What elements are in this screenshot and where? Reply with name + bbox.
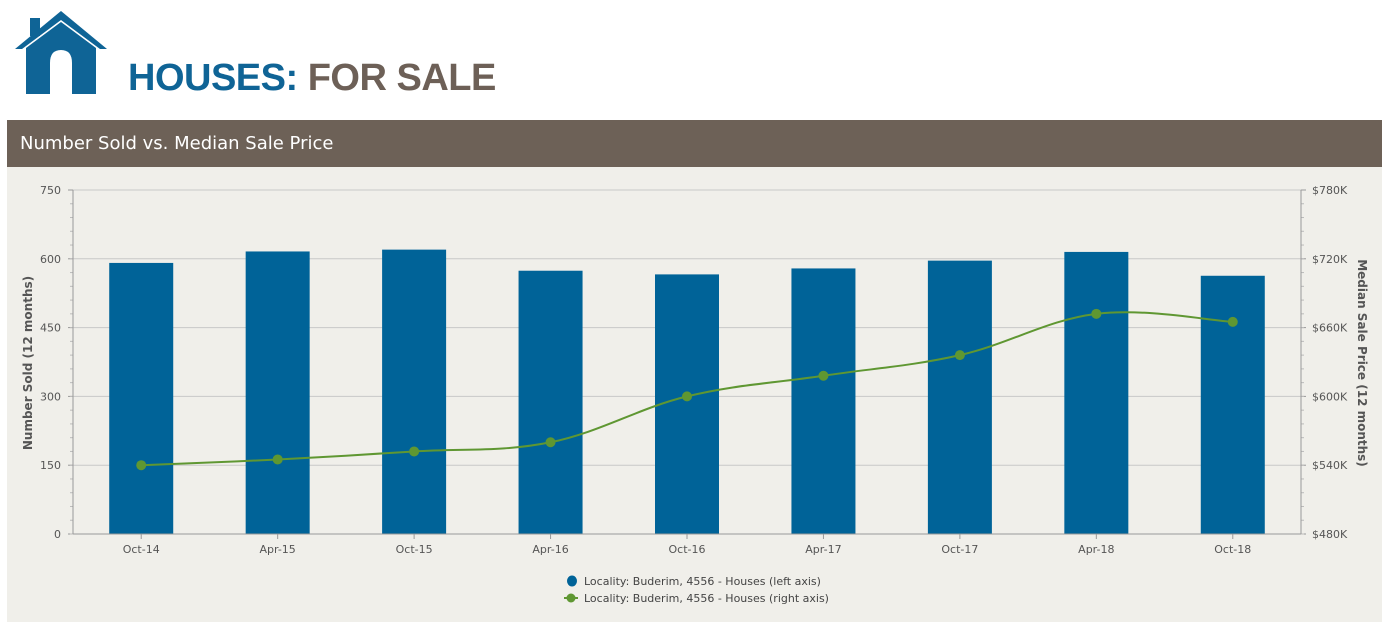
axes: 0 $480K 150 $540K 300 $600K 450 $660K 600 $720K 75…	[40, 184, 1348, 556]
bar	[655, 274, 719, 534]
y-left-tick-label: 150	[40, 459, 61, 472]
chart-panel-title: Number Sold vs. Median Sale Price	[20, 133, 334, 154]
chart: 0 $480K 150 $540K 300 $600K 450 $660K 600 $720K 75…	[21, 184, 1369, 605]
bar	[382, 249, 447, 535]
bar	[1064, 251, 1129, 535]
line-point	[136, 460, 147, 471]
legend: Locality: Buderim, 4556 - Houses (left a…	[564, 575, 829, 605]
line-series	[136, 308, 1238, 471]
y-right-tick-label: $660K	[1312, 322, 1348, 335]
y-right-tick-label: $540K	[1312, 459, 1348, 472]
house-icon	[15, 11, 107, 94]
y-right-tick-label: $780K	[1312, 184, 1348, 197]
line-point	[545, 437, 556, 448]
y-axis-left-title: Number Sold (12 months)	[21, 276, 35, 450]
x-tick-label: Apr-17	[805, 543, 841, 556]
x-tick-label: Apr-16	[532, 543, 568, 556]
line-point	[1091, 308, 1102, 319]
y-right-tick-label: $480K	[1312, 528, 1348, 541]
chart-panel-header: Number Sold vs. Median Sale Price	[7, 120, 1382, 167]
y-left-tick-label: 750	[40, 184, 61, 197]
page-title-primary: HOUSES:	[128, 57, 298, 99]
bar	[1200, 275, 1265, 534]
y-right-tick-label: $720K	[1312, 253, 1348, 266]
legend-marker-point	[566, 593, 576, 603]
chart-panel: Number Sold vs. Median Sale Price 0 $480K…	[7, 120, 1382, 622]
legend-item-line[interactable]: Locality: Buderim, 4556 - Houses (right …	[564, 592, 829, 605]
x-tick-label: Oct-16	[669, 543, 706, 556]
bar	[245, 251, 310, 534]
y-axis-right-title: Median Sale Price (12 months)	[1355, 259, 1369, 467]
x-tick-label: Oct-14	[123, 543, 160, 556]
x-tick-label: Oct-15	[396, 543, 433, 556]
y-left-tick-label: 450	[40, 322, 61, 335]
page-title-secondary: FOR SALE	[307, 57, 497, 99]
line-point	[682, 391, 692, 402]
y-left-tick-label: 600	[40, 253, 61, 266]
page-title: HOUSES: FOR SALE	[128, 56, 496, 100]
line-point	[409, 446, 420, 457]
x-tick-label: Oct-17	[941, 543, 978, 556]
legend-item-bars[interactable]: Locality: Buderim, 4556 - Houses (left a…	[567, 575, 821, 588]
y-left-tick-label: 0	[54, 528, 61, 541]
y-right-tick-label: $600K	[1312, 390, 1348, 403]
bar	[791, 268, 856, 534]
legend-label-line: Locality: Buderim, 4556 - Houses (right …	[584, 592, 829, 605]
x-tick-label: Apr-15	[260, 543, 296, 556]
x-tick-label: Apr-18	[1078, 543, 1114, 556]
line-point	[818, 370, 829, 381]
bar-series	[109, 249, 1265, 535]
x-tick-label: Oct-18	[1214, 543, 1251, 556]
legend-label-bars: Locality: Buderim, 4556 - Houses (left a…	[584, 575, 821, 588]
line-point	[1227, 316, 1238, 327]
page-header: HOUSES: FOR SALE	[0, 0, 1394, 120]
bar	[109, 262, 174, 534]
y-left-tick-label: 300	[40, 390, 61, 403]
bar	[518, 270, 583, 534]
line-point	[272, 454, 283, 465]
legend-marker-bars	[567, 575, 577, 587]
bar	[927, 260, 992, 534]
line-point	[954, 350, 965, 361]
